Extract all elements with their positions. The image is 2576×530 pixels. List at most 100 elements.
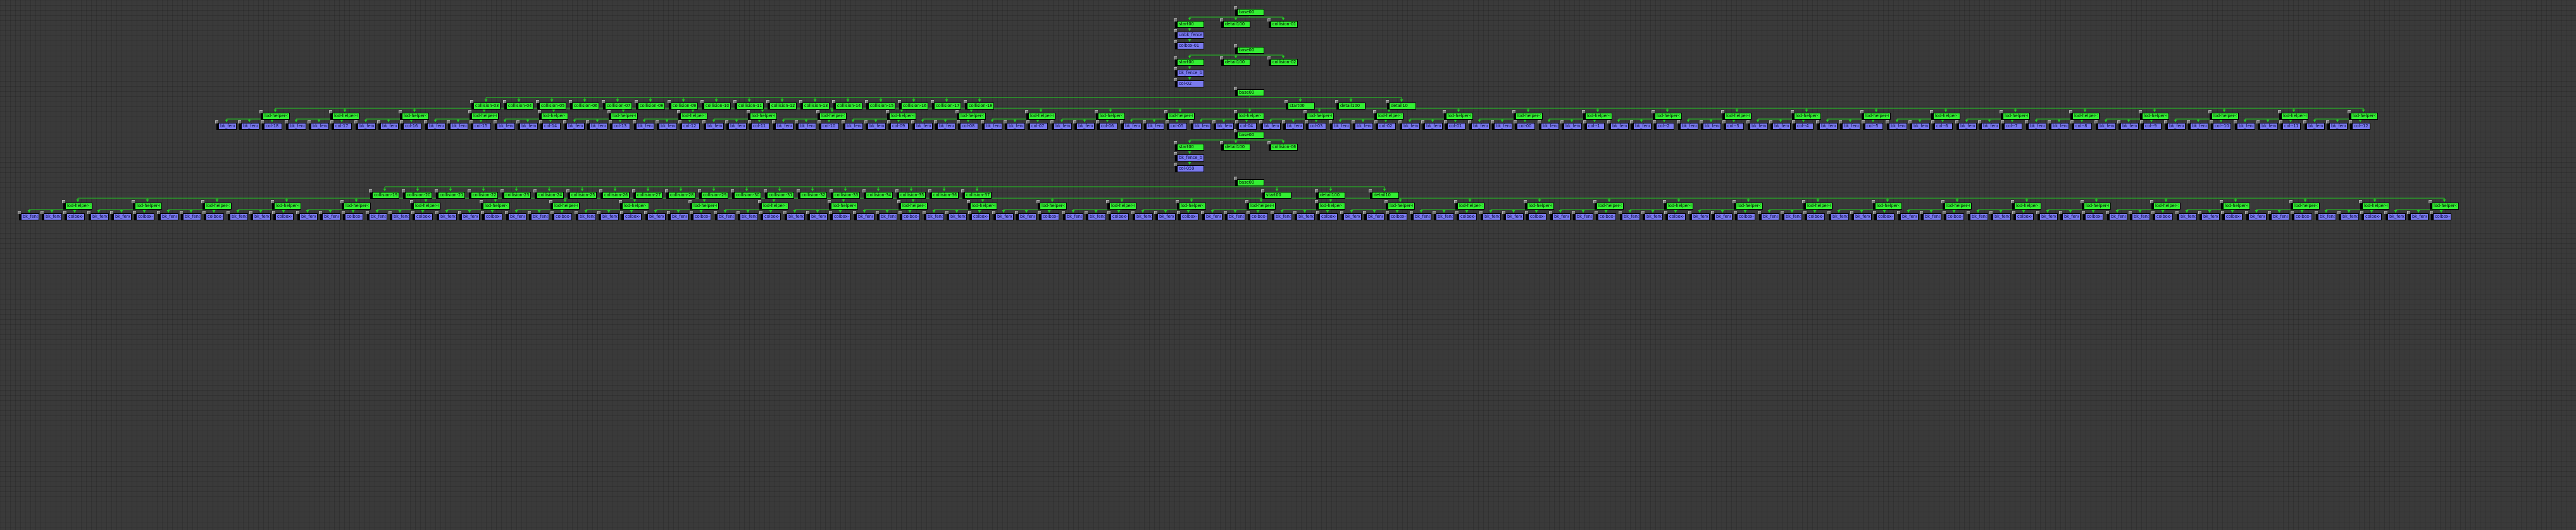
cluster5-leaf-7-1[interactable]: bk_fence_B ... [529, 213, 549, 220]
cluster3-leaf-14-0[interactable]: bk_fence_A ... [1191, 123, 1211, 130]
cluster5-collision-15[interactable]: collision-34 [864, 192, 893, 199]
cluster5-leaf-14-2[interactable]: colbox-23 [1039, 213, 1059, 220]
cluster4-root-base00[interactable]: base00 [1235, 132, 1264, 139]
cluster5-collision-18[interactable]: collision-37 [962, 192, 992, 199]
cluster5-leaf-20-0[interactable]: bk_fence_B ... [1411, 213, 1431, 220]
cluster5-collision-13[interactable]: collision-32 [798, 192, 827, 199]
cluster5-leaf-6-2[interactable]: colbox-31 [482, 213, 502, 220]
cluster3-lod-helper-12[interactable]: lod-helper-1... [1096, 113, 1125, 120]
cluster5-leaf-3-2[interactable]: colbox-34 [273, 213, 294, 220]
cluster5-lod-helper-24[interactable]: lod-helper-1... [1734, 203, 1763, 210]
cluster3-collision-14[interactable]: collision-17 [932, 103, 961, 110]
cluster5-leaf-22-0[interactable]: bk_fence_B ... [1550, 213, 1571, 220]
cluster5-collision-3[interactable]: collision-22 [469, 192, 498, 199]
cluster3-collision-9[interactable]: collision-12 [768, 103, 797, 110]
cluster3-leaf-8-2[interactable]: col-10 [819, 123, 839, 130]
cluster5-lod-helper-32[interactable]: lod-helper-1... [2291, 203, 2320, 210]
cluster3-lod-helper-21[interactable]: lod-helper-0... [1722, 113, 1752, 120]
cluster5-leaf-2-1[interactable]: bk_fence_B ... [181, 213, 201, 220]
cluster3-lod-helper-6[interactable]: lod-helper-1... [678, 113, 707, 120]
cluster3-lod-helper-13[interactable]: lod-helper-0... [1166, 113, 1195, 120]
cluster5-leaf-14-0[interactable]: bk_fence_B ... [993, 213, 1014, 220]
cluster3-lod-helper-26[interactable]: lod-helper-1... [2070, 113, 2100, 120]
cluster3-collision-6[interactable]: collision-09 [669, 103, 698, 110]
cluster5-leaf-9-0[interactable]: bk_fence_B ... [645, 213, 666, 220]
cluster5-leaf-31-0[interactable]: bk_fence_B ... [2177, 213, 2197, 220]
cluster3-tail-detail10[interactable]: detail10 [1387, 103, 1416, 110]
cluster5-lod-helper-4[interactable]: lod-helper-1... [342, 203, 371, 210]
cluster5-leaf-30-1[interactable]: bk_fence_B ... [2130, 213, 2150, 220]
cluster3-lod-helper-5[interactable]: lod-helper-0... [609, 113, 638, 120]
cluster5-leaf-2-0[interactable]: bk_fence_B ... [158, 213, 178, 220]
cluster1-start00[interactable]: start00 [1175, 21, 1204, 28]
cluster5-lod-helper-15[interactable]: lod-helper-0... [1107, 203, 1136, 210]
cluster3-leaf-18-0[interactable]: bk_fence_A ... [1469, 123, 1490, 130]
cluster5-leaf-34-0[interactable]: bk_fence_B ... [2386, 213, 2406, 220]
cluster5-leaf-10-0[interactable]: bk_fence_B ... [715, 213, 735, 220]
cluster3-leaf-21-2[interactable]: col--3 [1724, 123, 1744, 130]
cluster5-leaf-5-1[interactable]: bk_fence_B ... [390, 213, 410, 220]
cluster5-collision-4[interactable]: collision-23 [502, 192, 531, 199]
cluster5-leaf-32-1[interactable]: bk_fence_B ... [2269, 213, 2289, 220]
cluster5-lod-helper-22[interactable]: lod-helper-1... [1595, 203, 1624, 210]
cluster5-leaf-12-0[interactable]: bk_fence_B ... [854, 213, 874, 220]
cluster3-leaf-15-2[interactable]: col-03 [1306, 123, 1326, 130]
cluster3-leaf-13-1[interactable]: bk_fence_A ... [1144, 123, 1164, 130]
cluster5-leaf-6-0[interactable]: bk_fence_B ... [437, 213, 457, 220]
cluster3-leaf-4-0[interactable]: bk_fence_A ... [495, 123, 515, 130]
cluster3-leaf-1-0[interactable]: bk_fence_A ... [286, 123, 306, 130]
cluster3-leaf-27-1[interactable]: bk_fence_A ... [2119, 123, 2139, 130]
cluster3-leaf-11-1[interactable]: bk_fence_A ... [1005, 123, 1025, 130]
cluster5-leaf-0-1[interactable]: bk_fence_B ... [42, 213, 62, 220]
cluster5-leaf-1-1[interactable]: bk_fence_B ... [111, 213, 132, 220]
cluster3-lod-helper-11[interactable]: lod-helper-0... [1026, 113, 1055, 120]
cluster4-collision-060[interactable]: collision-060 [1269, 144, 1298, 151]
cluster2-start00[interactable]: start00 [1175, 59, 1204, 66]
cluster3-leaf-24-0[interactable]: bk_fence_A ... [1887, 123, 1907, 130]
cluster3-lod-helper-23[interactable]: lod-helper-0... [1862, 113, 1891, 120]
cluster5-leaf-15-1[interactable]: bk_fence_B ... [1086, 213, 1106, 220]
cluster5-leaf-16-0[interactable]: bk_fence_B ... [1133, 213, 1153, 220]
cluster3-leaf-29-0[interactable]: bk_fence_A ... [2235, 123, 2255, 130]
cluster3-leaf-30-2[interactable]: col--12 [2350, 123, 2370, 130]
cluster3-leaf-5-1[interactable]: bk_fence_A ... [587, 123, 607, 130]
cluster3-leaf-0-1[interactable]: bk_fence_A ... [239, 123, 259, 130]
cluster3-lod-helper-29[interactable]: lod-helper-0... [2279, 113, 2308, 120]
cluster5-leaf-17-0[interactable]: bk_fence_B ... [1202, 213, 1223, 220]
cluster5-lod-helper-28[interactable]: lod-helper-1... [2012, 203, 2041, 210]
cluster5-leaf-0-0[interactable]: bk_fence_B ... [19, 213, 39, 220]
cluster3-leaf-30-1[interactable]: bk_fence_A ... [2327, 123, 2348, 130]
cluster3-collision-3[interactable]: collision-06 [570, 103, 599, 110]
cluster3-leaf-9-2[interactable]: col-09 [888, 123, 909, 130]
cluster3-leaf-28-2[interactable]: col--10 [2211, 123, 2231, 130]
cluster3-leaf-6-1[interactable]: bk_fence_A ... [657, 123, 677, 130]
cluster5-lod-helper-2[interactable]: lod-helper-1... [202, 203, 232, 210]
cluster5-leaf-1-2[interactable]: colbox-36 [134, 213, 154, 220]
cluster5-lod-helper-19[interactable]: lod-helper-0... [1386, 203, 1415, 210]
cluster2-mesh[interactable]: bk_fence_ba... [1175, 70, 1204, 77]
cluster5-leaf-11-2[interactable]: colbox-26 [830, 213, 850, 220]
cluster3-leaf-28-1[interactable]: bk_fence_A ... [2188, 123, 2208, 130]
cluster5-leaf-26-1[interactable]: bk_fence_B ... [1851, 213, 1872, 220]
cluster3-collision-8[interactable]: collision-11 [735, 103, 764, 110]
cluster3-collision-5[interactable]: collision-08 [636, 103, 665, 110]
cluster5-lod-helper-18[interactable]: lod-helper-1... [1316, 203, 1345, 210]
cluster3-leaf-2-0[interactable]: bk_fence_A ... [356, 123, 376, 130]
cluster5-leaf-11-1[interactable]: bk_fence_B ... [807, 213, 828, 220]
cluster5-lod-helper-5[interactable]: lod-helper-0... [411, 203, 440, 210]
cluster3-leaf-27-0[interactable]: bk_fence_A ... [2096, 123, 2116, 130]
cluster3-leaf-6-0[interactable]: bk_fence_A ... [634, 123, 654, 130]
cluster5-leaf-14-1[interactable]: bk_fence_B ... [1016, 213, 1036, 220]
cluster5-leaf-29-2[interactable]: colbox-08 [2083, 213, 2103, 220]
cluster3-leaf-17-2[interactable]: col-01 [1445, 123, 1465, 130]
cluster5-leaf-19-1[interactable]: bk_fence_B ... [1364, 213, 1384, 220]
cluster3-lod-helper-25[interactable]: lod-helper-0... [2001, 113, 2030, 120]
cluster3-leaf-0-2[interactable]: col-18 [262, 123, 282, 130]
cluster3-leaf-16-2[interactable]: col-02 [1376, 123, 1396, 130]
cluster5-leaf-9-1[interactable]: bk_fence_B ... [668, 213, 688, 220]
cluster5-leaf-22-1[interactable]: bk_fence_B ... [1573, 213, 1593, 220]
cluster5-leaf-18-0[interactable]: bk_fence_B ... [1272, 213, 1292, 220]
cluster5-leaf-21-2[interactable]: colbox-16 [1526, 213, 1546, 220]
cluster3-leaf-22-1[interactable]: bk_fence_A ... [1770, 123, 1791, 130]
cluster3-leaf-26-0[interactable]: bk_fence_A ... [2026, 123, 2046, 130]
